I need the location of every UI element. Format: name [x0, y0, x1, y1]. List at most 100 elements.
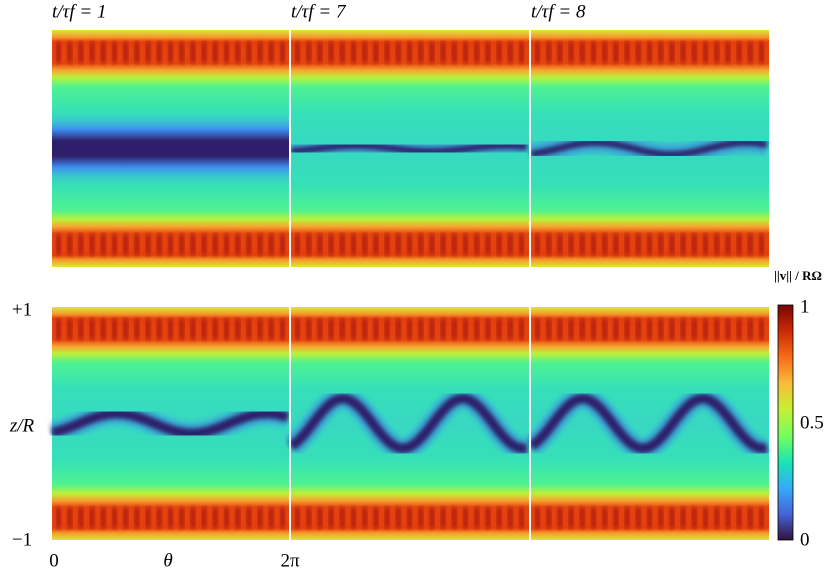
stripe — [507, 233, 513, 256]
stripe — [658, 318, 664, 340]
stripe — [395, 507, 401, 529]
gap — [50, 268, 772, 306]
stripe — [246, 41, 252, 64]
stripe — [190, 41, 196, 64]
stripe — [112, 233, 117, 256]
stripe — [123, 318, 129, 340]
panels: t/τf = 1t/τf = 7t/τf = 8t/τf = 9t/τf = 1… — [49, 1, 772, 545]
stripe — [134, 233, 140, 256]
stripe — [78, 233, 84, 256]
colorbar — [777, 304, 794, 541]
stripe — [201, 318, 207, 340]
stripe — [418, 318, 424, 340]
stripe — [474, 507, 480, 529]
x-left-label: 0 — [49, 550, 59, 571]
stripe — [201, 507, 207, 529]
stripe — [235, 507, 241, 529]
stripe — [759, 318, 764, 340]
stripe — [134, 318, 140, 340]
stripe — [602, 507, 608, 529]
stripe — [317, 41, 323, 64]
stripe — [451, 233, 457, 256]
stripe — [78, 41, 84, 64]
panel-title: t/τf = 1 — [52, 1, 106, 22]
stripe — [351, 318, 356, 340]
vortex-core — [52, 110, 290, 187]
stripe — [535, 233, 540, 256]
stripe — [224, 233, 229, 256]
colorbar-tick-label: 0 — [800, 529, 810, 550]
stripe — [496, 318, 502, 340]
panel-title: t/τf = 8 — [531, 1, 586, 22]
stripe — [407, 507, 412, 529]
stripe — [624, 233, 630, 256]
stripe — [351, 233, 356, 256]
stripe — [100, 41, 106, 64]
stripe — [168, 507, 173, 529]
stripe — [557, 318, 563, 340]
stripe — [680, 233, 686, 256]
stripe — [257, 507, 263, 529]
stripe — [306, 507, 312, 529]
stripe — [669, 233, 675, 256]
stripe — [485, 41, 491, 64]
stripe — [725, 233, 731, 256]
vortex-core — [51, 408, 290, 439]
stripe — [691, 507, 697, 529]
stripe — [703, 318, 708, 340]
stripe — [759, 507, 764, 529]
stripe — [535, 318, 540, 340]
stripe — [123, 233, 129, 256]
stripe — [579, 507, 585, 529]
stripe — [736, 507, 742, 529]
stripe — [579, 233, 585, 256]
stripe — [246, 233, 252, 256]
stripe — [56, 507, 61, 529]
stripe — [235, 41, 241, 64]
stripe — [624, 41, 630, 64]
stripe — [474, 318, 480, 340]
stripe — [703, 233, 708, 256]
stripe — [328, 507, 334, 529]
stripe — [546, 507, 552, 529]
stripe — [507, 318, 513, 340]
stripe — [418, 233, 424, 256]
vortex-core — [528, 393, 768, 454]
stripe — [395, 233, 401, 256]
stripe — [463, 233, 468, 256]
stripe — [373, 318, 379, 340]
stripe — [384, 318, 390, 340]
colorbar-tick-label: 0.5 — [800, 412, 824, 433]
stripe — [591, 233, 596, 256]
stripe — [714, 41, 720, 64]
stripe — [123, 41, 129, 64]
vortex-core — [290, 142, 528, 155]
stripe — [339, 318, 345, 340]
stripe — [134, 41, 140, 64]
stripe — [156, 233, 162, 256]
stripe — [747, 233, 753, 256]
stripe — [440, 41, 446, 64]
stripe — [235, 318, 241, 340]
stripe — [691, 41, 697, 64]
stripe — [602, 233, 608, 256]
stripe — [507, 41, 513, 64]
stripe — [602, 318, 608, 340]
stripe — [268, 507, 274, 529]
stripe — [703, 507, 708, 529]
stripe — [591, 41, 596, 64]
stripe — [295, 507, 300, 529]
stripe — [680, 41, 686, 64]
stripe — [190, 318, 196, 340]
stripe — [725, 507, 731, 529]
stripe — [112, 318, 117, 340]
stripe — [268, 318, 274, 340]
stripe — [485, 318, 491, 340]
stripe — [246, 507, 252, 529]
stripe — [680, 318, 686, 340]
stripe — [747, 318, 753, 340]
stripe — [519, 233, 524, 256]
stripe — [224, 318, 229, 340]
stripe — [568, 318, 574, 340]
